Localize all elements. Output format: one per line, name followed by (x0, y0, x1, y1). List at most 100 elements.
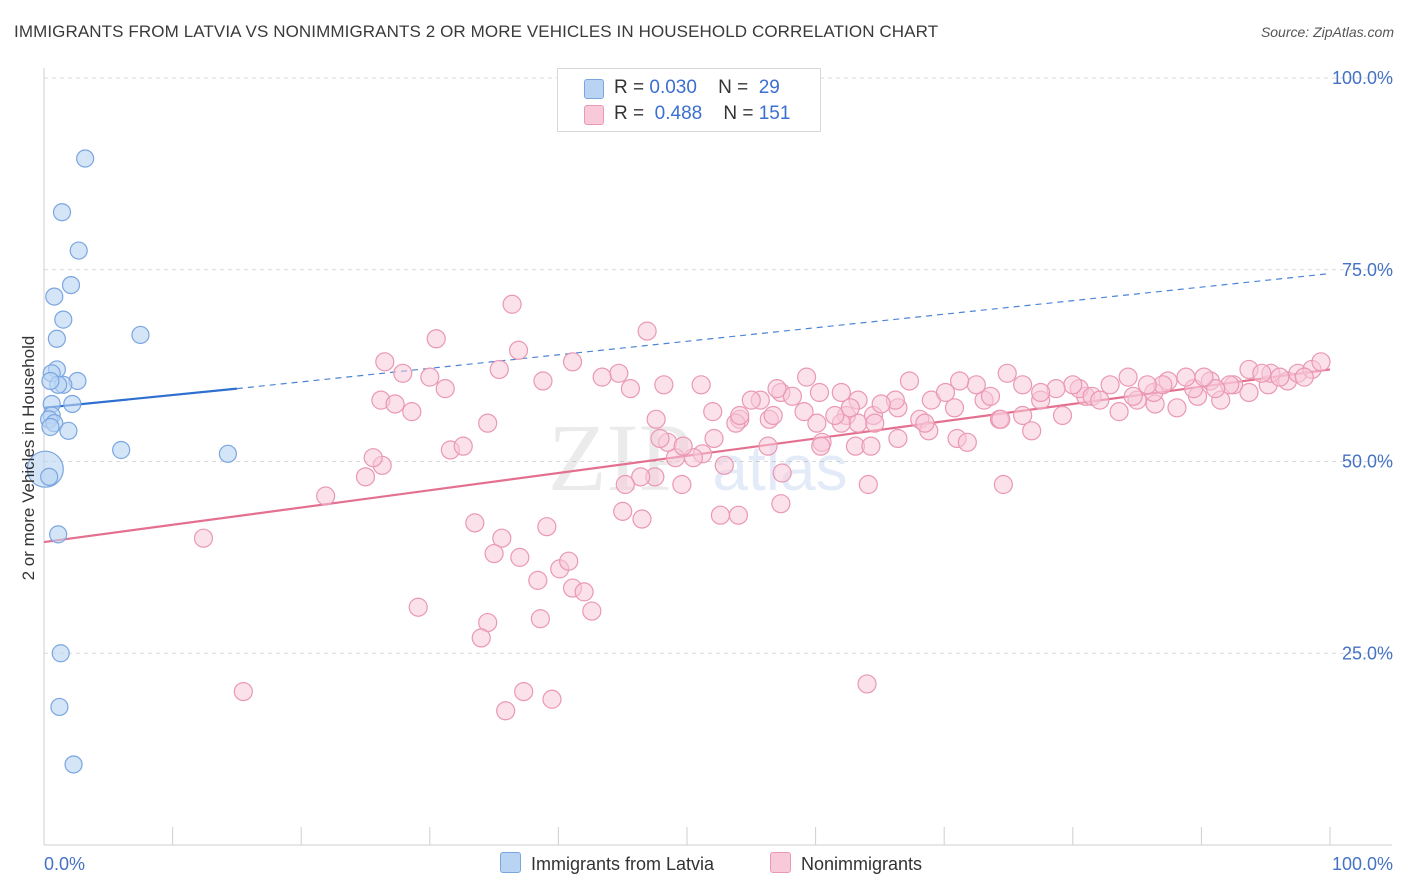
x-tick-label-min: 0.0% (44, 854, 85, 874)
data-point-nonimmigrants (609, 363, 629, 383)
data-point-nonimmigrants (613, 501, 633, 521)
data-point-nonimmigrants (471, 628, 491, 648)
data-point-nonimmigrants (1109, 402, 1129, 422)
data-point-nonimmigrants (710, 505, 731, 525)
data-point-nonimmigrants (435, 379, 455, 399)
legend-r-latvia: 0.030 (649, 77, 697, 98)
bottom-legend-label-nonimmigrants: Nonimmigrants (801, 854, 923, 874)
points-nonimmigrants (193, 294, 1331, 721)
data-point-nonimmigrants (508, 340, 529, 360)
data-point-nonimmigrants (703, 402, 723, 422)
data-point-nonimmigrants (1063, 375, 1083, 395)
data-point-nonimmigrants (615, 474, 635, 495)
data-point-nonimmigrants (782, 386, 803, 406)
data-point-nonimmigrants (528, 570, 548, 590)
data-point-nonimmigrants (408, 597, 428, 617)
data-point-nonimmigrants (559, 551, 579, 571)
chart-title: IMMIGRANTS FROM LATVIA VS NONIMMIGRANTS … (14, 22, 939, 41)
data-point-nonimmigrants (794, 402, 814, 422)
y-tick-label: 50.0% (1342, 452, 1393, 472)
data-point-nonimmigrants (825, 405, 845, 426)
bottom-legend-swatch-latvia (500, 852, 521, 873)
data-point-nonimmigrants (574, 582, 594, 602)
data-point-nonimmigrants (1294, 367, 1314, 387)
data-point-nonimmigrants (1013, 375, 1033, 395)
data-point-nonimmigrants (861, 436, 881, 456)
data-point-nonimmigrants (233, 681, 253, 702)
y-tick-label: 25.0% (1342, 643, 1393, 663)
bottom-legend-nonimmigrants: Nonimmigrants (770, 852, 922, 875)
data-point-nonimmigrants (1031, 382, 1051, 403)
data-point-nonimmigrants (316, 486, 336, 506)
data-point-nonimmigrants (654, 375, 674, 395)
points-latvia (26, 149, 237, 774)
data-point-latvia (112, 440, 131, 460)
data-point-nonimmigrants (542, 689, 562, 709)
y-tick-label: 100.0% (1332, 68, 1393, 88)
data-point-nonimmigrants (728, 505, 749, 525)
data-point-nonimmigrants (1252, 363, 1272, 383)
data-point-nonimmigrants (496, 701, 516, 721)
data-point-nonimmigrants (631, 467, 651, 487)
data-point-nonimmigrants (478, 413, 498, 433)
data-point-nonimmigrants (672, 474, 692, 495)
data-point-latvia (61, 275, 81, 295)
data-point-nonimmigrants (492, 528, 512, 548)
legend-swatch-nonimmigrants (584, 105, 604, 125)
data-point-nonimmigrants (741, 390, 761, 410)
data-point-nonimmigrants (772, 463, 792, 483)
data-point-nonimmigrants (537, 517, 557, 537)
data-point-nonimmigrants (888, 428, 908, 449)
data-point-nonimmigrants (582, 601, 602, 621)
data-point-nonimmigrants (489, 359, 509, 380)
data-point-nonimmigrants (1052, 405, 1073, 426)
x-tick-label-max: 100.0% (1332, 854, 1393, 874)
bottom-legend-latvia: Immigrants from Latvia (500, 852, 714, 875)
data-point-nonimmigrants (767, 379, 787, 399)
data-point-nonimmigrants (420, 367, 440, 387)
stats-legend: R = 0.030 N = 29 R = 0.488 N = 151 (557, 68, 821, 132)
data-point-nonimmigrants (646, 409, 666, 429)
data-point-latvia (50, 697, 69, 717)
data-point-latvia (41, 417, 60, 437)
bottom-legend-label-latvia: Immigrants from Latvia (531, 854, 715, 874)
legend-swatch-latvia (584, 79, 604, 99)
data-point-nonimmigrants (1270, 367, 1290, 387)
y-tick-label: 75.0% (1342, 260, 1393, 280)
data-point-nonimmigrants (465, 513, 485, 533)
data-point-nonimmigrants (650, 428, 670, 449)
data-point-nonimmigrants (944, 398, 965, 418)
data-point-nonimmigrants (758, 436, 778, 456)
legend-r-nonimmigrants: 0.488 (654, 103, 703, 124)
data-point-latvia (54, 310, 73, 329)
data-point-nonimmigrants (865, 413, 885, 433)
data-point-nonimmigrants (363, 448, 383, 468)
data-point-latvia (47, 329, 66, 348)
data-point-nonimmigrants (673, 436, 693, 456)
data-point-nonimmigrants (704, 428, 724, 449)
data-point-nonimmigrants (1100, 375, 1120, 395)
data-point-nonimmigrants (393, 363, 413, 383)
data-point-latvia (52, 203, 72, 222)
data-point-nonimmigrants (514, 681, 534, 702)
legend-r-label: R = (614, 77, 645, 98)
data-point-nonimmigrants (1123, 386, 1143, 406)
data-point-nonimmigrants (1118, 367, 1138, 387)
data-point-nonimmigrants (193, 528, 214, 548)
data-point-latvia (51, 644, 70, 663)
bottom-legend-swatch-nonimmigrants (770, 852, 791, 873)
data-point-nonimmigrants (632, 509, 652, 529)
data-point-nonimmigrants (763, 405, 783, 426)
data-point-nonimmigrants (858, 474, 878, 495)
data-point-nonimmigrants (714, 455, 734, 475)
source-label: Source: ZipAtlas.com (1260, 24, 1394, 40)
data-point-nonimmigrants (1311, 352, 1331, 372)
x-tick-labels: 0.0% 100.0% (44, 854, 1393, 874)
legend-n-latvia: 29 (758, 77, 780, 98)
data-point-nonimmigrants (807, 413, 827, 433)
data-point-nonimmigrants (562, 352, 583, 372)
data-point-nonimmigrants (950, 371, 970, 391)
data-point-nonimmigrants (620, 379, 641, 399)
data-point-nonimmigrants (840, 398, 860, 418)
